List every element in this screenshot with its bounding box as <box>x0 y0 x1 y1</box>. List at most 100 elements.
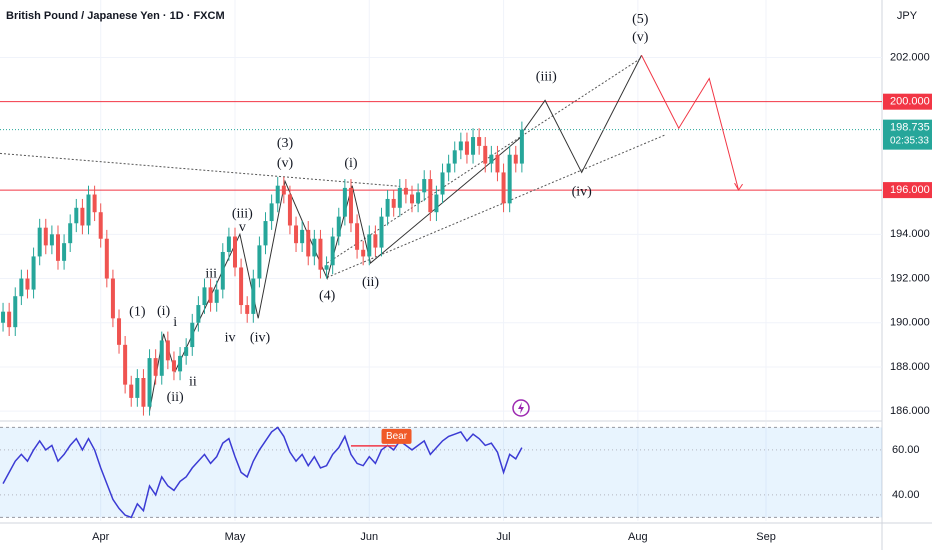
wave-line <box>523 55 642 174</box>
wave-line <box>326 134 666 278</box>
y-tick-label: 202.000 <box>890 51 930 63</box>
y-tick-label: 60.00 <box>892 444 920 456</box>
wave-label: iii <box>205 266 217 281</box>
candle-body <box>324 265 329 270</box>
candle-body <box>86 194 91 226</box>
candle-body <box>410 194 415 204</box>
candle-body <box>336 216 341 237</box>
candle-body <box>110 278 115 319</box>
candle-body <box>92 194 97 213</box>
candle-body <box>98 212 103 239</box>
candle-body <box>190 322 195 348</box>
candle-body <box>440 172 445 195</box>
candle-body <box>43 227 48 246</box>
candle-body <box>275 185 280 204</box>
candle-body <box>135 378 140 398</box>
event-icon[interactable] <box>512 399 530 417</box>
candle-body <box>281 185 286 195</box>
wave-label: (5) <box>632 12 649 27</box>
candle-body <box>68 223 73 244</box>
wave-label: (v) <box>632 30 649 45</box>
price-label: 196.000 <box>890 184 930 196</box>
wave-label: (iv) <box>250 330 271 345</box>
rsi-line <box>2 426 523 519</box>
last-price-bg <box>883 119 932 150</box>
candle-body <box>507 154 512 204</box>
candle-body <box>287 194 292 226</box>
plot: (1) (i)i(ii)iiiiiiv(iii)v(iv)(3)(v)(4)(i)… <box>0 0 882 521</box>
candle-body <box>434 194 439 213</box>
y-tick-label: 192.000 <box>890 272 930 284</box>
event-icon-bolt <box>518 402 524 414</box>
candle-body <box>306 229 311 257</box>
wave-label: (ii) <box>167 390 184 405</box>
candle-body <box>74 207 79 224</box>
candle-body <box>294 225 299 244</box>
candle-body <box>245 305 250 314</box>
x-tick-label: Jul <box>497 531 511 543</box>
candle-body <box>25 278 30 290</box>
candle-body <box>464 141 469 155</box>
wave-label: (3) <box>277 136 294 151</box>
candle-body <box>62 243 67 261</box>
candle-body <box>251 278 256 314</box>
price-label-bg <box>883 93 932 110</box>
candle-body <box>147 358 152 407</box>
candle-body <box>257 245 262 279</box>
wave-label: i <box>173 315 177 330</box>
candle-body <box>416 192 421 204</box>
candle-body <box>37 227 42 257</box>
candle-body <box>214 289 219 303</box>
wave-label: ii <box>189 375 197 390</box>
candle-body <box>495 154 500 173</box>
chart-title: British Pound / Japanese Yen · 1D · FXCM <box>6 10 225 22</box>
candle-body <box>312 238 317 257</box>
candle-body <box>7 311 12 328</box>
countdown: 02:35:33 <box>890 135 929 146</box>
candle-body <box>165 340 170 361</box>
candle-body <box>129 384 134 398</box>
candle-body <box>513 154 518 164</box>
candle-body <box>117 318 122 345</box>
candle-body <box>318 238 323 270</box>
candle-body <box>159 340 164 376</box>
candle-body <box>1 311 6 323</box>
candle-body <box>422 179 427 193</box>
wave-label: (ii) <box>362 275 379 290</box>
candle-body <box>471 137 476 155</box>
x-tick-label: Aug <box>628 531 648 543</box>
y-tick-label: 188.000 <box>890 361 930 373</box>
wave-line <box>641 55 740 191</box>
candle-body <box>483 145 488 164</box>
candle-body <box>208 287 213 303</box>
candle-body <box>55 234 60 261</box>
candle-body <box>300 229 305 244</box>
price-label: 200.000 <box>890 96 930 108</box>
wave-label: (1) <box>129 305 146 320</box>
candle-body <box>373 234 378 248</box>
candle-body <box>141 378 146 407</box>
wave-label: (iii) <box>232 207 253 222</box>
candle-body <box>519 129 524 164</box>
wave-label: (4) <box>319 288 336 303</box>
candle-body <box>397 187 402 208</box>
candle-body <box>239 267 244 306</box>
candle-body <box>501 172 506 204</box>
candle-body <box>184 347 189 356</box>
x-tick-label: Apr <box>92 531 109 543</box>
candle-body <box>123 344 128 385</box>
candle-body <box>330 236 335 266</box>
candle-body <box>348 187 353 224</box>
candle-body <box>49 234 54 246</box>
last-price: 198.735 <box>890 122 930 134</box>
wave-line <box>0 152 400 187</box>
candle-body <box>269 203 274 222</box>
candle-body <box>446 163 451 173</box>
candle-body <box>458 141 463 151</box>
candle-body <box>403 187 408 195</box>
candle-body <box>19 278 24 297</box>
candle-body <box>379 216 384 248</box>
candle-body <box>385 198 390 217</box>
wave-label: (i) <box>157 304 171 319</box>
